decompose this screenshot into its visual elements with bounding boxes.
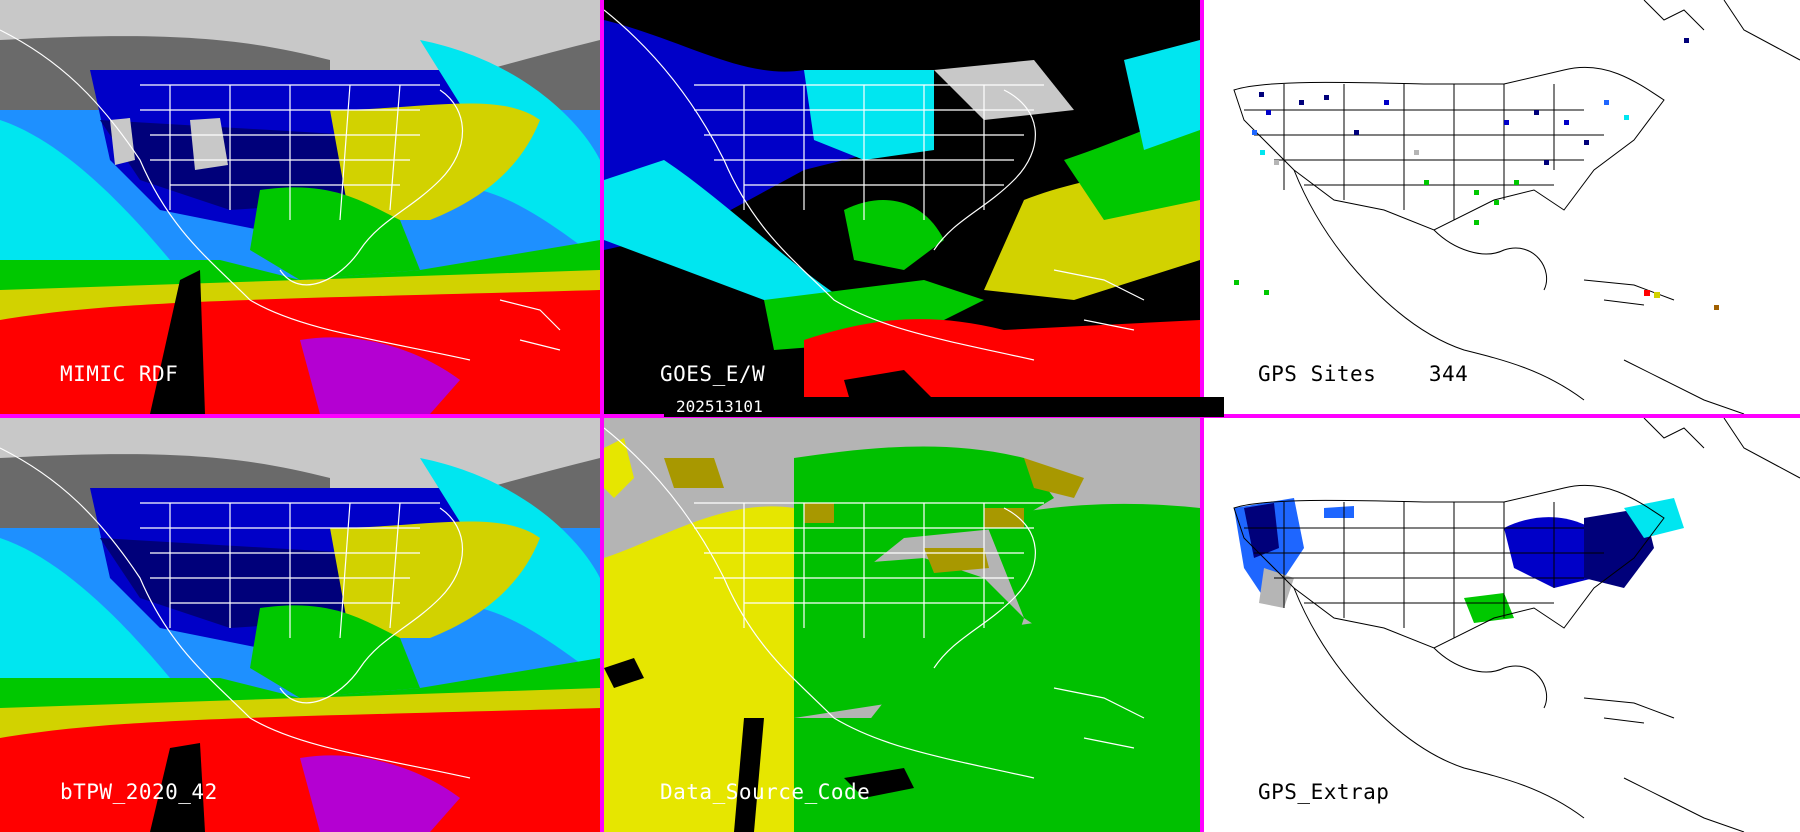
gps-sites-map (1204, 0, 1800, 414)
timestamp-bar: 202513101 (664, 397, 1224, 417)
map-panel-data-source: Data_Source_Code (604, 418, 1200, 832)
map-panel-gps-extrap: GPS_Extrap (1204, 418, 1800, 832)
gps-site-markers (1234, 38, 1719, 310)
panel-label: GPS_Extrap (1258, 780, 1390, 804)
btpw-field-image (0, 418, 600, 832)
panel-label: Data_Source_Code (660, 780, 871, 804)
map-panel-goes: GOES_E/W (604, 0, 1200, 414)
tpw-field-image (0, 0, 600, 414)
panel-label: GOES_E/W (660, 362, 766, 386)
gps-extrap-map (1204, 418, 1800, 832)
panel-label: bTPW_2020_42 (60, 780, 218, 804)
map-panel-mimic-rdf: MIMIC RDF (0, 0, 600, 414)
data-source-code-image (604, 418, 1200, 832)
goes-tpw-image (604, 0, 1200, 414)
map-panel-gps-sites: GPS Sites 344 (1204, 0, 1800, 414)
panel-label: MIMIC RDF (60, 362, 179, 386)
map-panel-btpw: bTPW_2020_42 (0, 418, 600, 832)
panel-label: GPS Sites 344 (1258, 362, 1469, 386)
